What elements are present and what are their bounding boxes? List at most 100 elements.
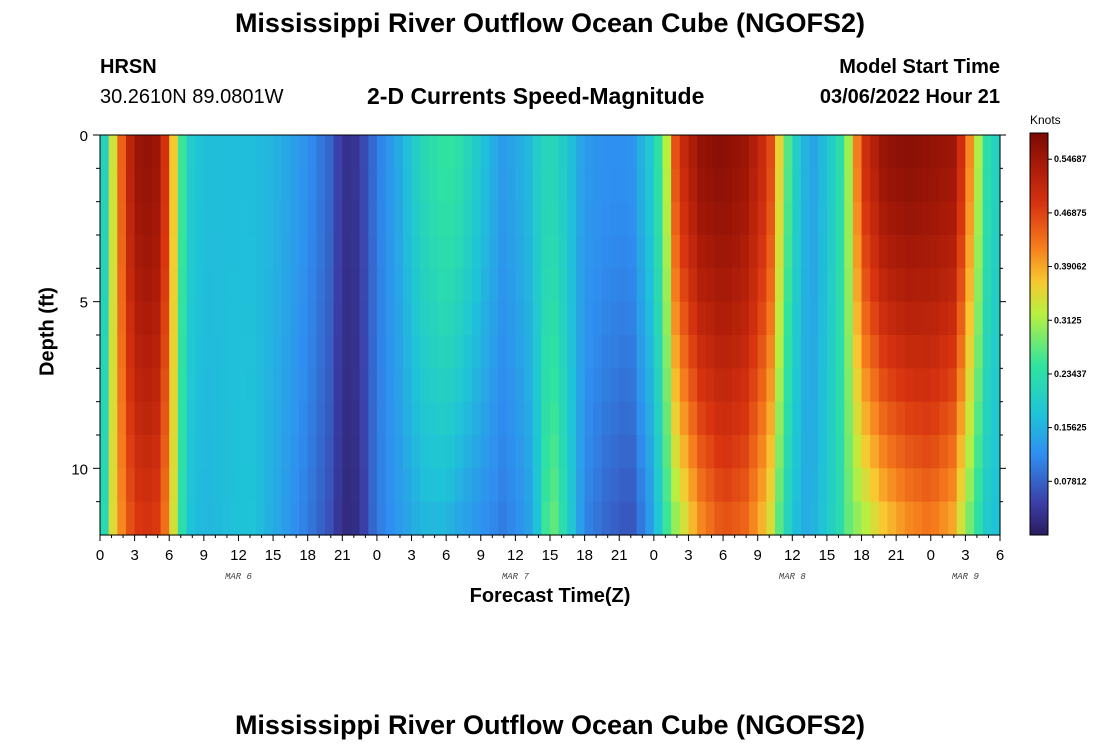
heatmap-cell	[290, 268, 300, 303]
heatmap-cell	[472, 301, 482, 336]
heatmap-cell	[506, 435, 516, 469]
heatmap-cell	[800, 235, 811, 269]
heatmap-cell	[749, 168, 759, 203]
heatmap-cell	[255, 135, 266, 169]
heatmap-cell	[792, 501, 802, 536]
heatmap-cell	[402, 135, 413, 169]
heatmap-cell	[472, 501, 482, 536]
heatmap-cell	[134, 135, 144, 169]
heatmap-cell	[325, 168, 335, 203]
heatmap-cell	[229, 501, 240, 536]
heatmap-cell	[420, 335, 430, 369]
heatmap-cell	[619, 468, 629, 503]
heatmap-cell	[307, 368, 317, 403]
heatmap-cell	[186, 501, 196, 536]
heatmap-cell	[472, 135, 482, 169]
heatmap-cell	[922, 435, 932, 469]
heatmap-cell	[385, 301, 395, 336]
heatmap-cell	[870, 435, 880, 469]
heatmap-cell	[532, 468, 542, 503]
heatmap-cell	[714, 135, 724, 169]
heatmap-cell	[593, 368, 603, 403]
heatmap-cell	[619, 235, 629, 269]
heatmap-cell	[982, 501, 992, 536]
heatmap-cell	[835, 135, 845, 169]
heatmap-cell	[307, 501, 317, 536]
heatmap-cell	[463, 135, 473, 169]
heatmap-cell	[939, 335, 949, 369]
heatmap-cell	[134, 301, 144, 336]
heatmap-cell	[558, 468, 568, 503]
heatmap-cell	[100, 368, 110, 403]
heatmap-cell	[463, 168, 473, 203]
heatmap-cell	[783, 335, 793, 369]
heatmap-cell	[662, 135, 672, 169]
heatmap-cell	[550, 335, 560, 369]
heatmap-cell	[714, 168, 724, 203]
heatmap-cell	[740, 135, 750, 169]
heatmap-cell	[550, 435, 560, 469]
heatmap-cell	[376, 135, 387, 169]
heatmap-cell	[922, 268, 932, 303]
heatmap-cell	[861, 135, 871, 169]
heatmap-cell	[974, 201, 984, 236]
heatmap-cell	[463, 201, 473, 236]
heatmap-cell	[792, 435, 802, 469]
heatmap-cell	[818, 168, 828, 203]
heatmap-cell	[532, 168, 542, 203]
heatmap-cell	[792, 301, 802, 336]
heatmap-cell	[463, 368, 473, 403]
heatmap-cell	[316, 201, 326, 236]
heatmap-cell	[775, 301, 785, 336]
heatmap-cell	[809, 368, 819, 403]
heatmap-cell	[852, 335, 863, 369]
heatmap-cell	[567, 235, 577, 269]
heatmap-cell	[809, 201, 819, 236]
heatmap-cell	[480, 268, 491, 303]
heatmap-cell	[515, 501, 525, 536]
heatmap-cell	[645, 501, 655, 536]
heatmap-cell	[948, 335, 958, 369]
heatmap-cell	[671, 135, 681, 169]
heatmap-cell	[143, 335, 153, 369]
heatmap-cell	[489, 135, 499, 169]
heatmap-cell	[627, 435, 638, 469]
heatmap-cell	[878, 435, 889, 469]
heatmap-cell	[939, 201, 949, 236]
heatmap-cell	[740, 368, 750, 403]
heatmap-cell	[117, 401, 127, 436]
heatmap-cell	[922, 468, 932, 503]
heatmap-cell	[878, 301, 889, 336]
heatmap-cell	[125, 468, 136, 503]
heatmap-cell	[584, 168, 594, 203]
heatmap-cell	[541, 401, 551, 436]
heatmap-cell	[740, 468, 750, 503]
heatmap-cell	[792, 401, 802, 436]
heatmap-cell	[887, 168, 897, 203]
heatmap-cell	[151, 435, 162, 469]
heatmap-cell	[826, 435, 837, 469]
heatmap-cell	[151, 235, 162, 269]
heatmap-cell	[325, 501, 335, 536]
heatmap-cell	[446, 201, 456, 236]
heatmap-cell	[575, 501, 586, 536]
heatmap-cell	[835, 268, 845, 303]
heatmap-cell	[653, 135, 664, 169]
heatmap-cell	[965, 368, 975, 403]
heatmap-cell	[723, 168, 733, 203]
heatmap-cell	[229, 135, 240, 169]
heatmap-cell	[766, 168, 776, 203]
heatmap-cell	[160, 235, 170, 269]
heatmap-cell	[186, 301, 196, 336]
heatmap-cell	[601, 301, 612, 336]
heatmap-cell	[714, 468, 724, 503]
heatmap-cell	[212, 168, 222, 203]
heatmap-cell	[878, 335, 889, 369]
heatmap-cell	[974, 401, 984, 436]
heatmap-cell	[870, 368, 880, 403]
heatmap-cell	[956, 368, 966, 403]
heatmap-cell	[134, 501, 144, 536]
heatmap-cell	[671, 468, 681, 503]
heatmap-cell	[463, 401, 473, 436]
heatmap-cell	[463, 468, 473, 503]
